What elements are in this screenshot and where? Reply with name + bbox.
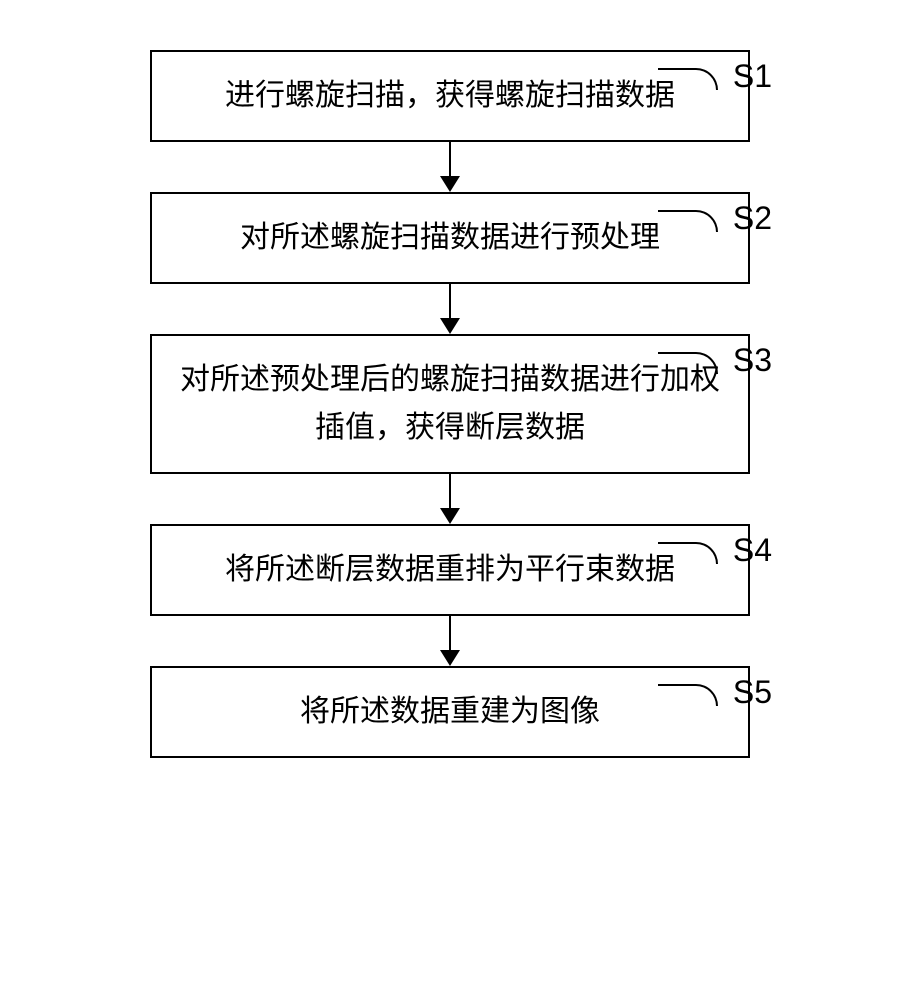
arrow-head [440,176,460,192]
step-text-s3: 对所述预处理后的螺旋扫描数据进行加权插值，获得断层数据 [176,356,724,452]
arrow-s3-s4 [440,474,460,524]
step-text-s5: 将所述数据重建为图像 [300,688,600,736]
label-connector-s2 [658,210,718,232]
step-container-s3: 对所述预处理后的螺旋扫描数据进行加权插值，获得断层数据 S3 [80,334,820,474]
label-connector-s4 [658,542,718,564]
arrow-line [449,474,451,510]
step-text-s2: 对所述螺旋扫描数据进行预处理 [240,214,660,262]
step-label-s2: S2 [733,200,772,237]
step-label-s3: S3 [733,342,772,379]
step-box-s5: 将所述数据重建为图像 [150,666,750,758]
step-text-s1: 进行螺旋扫描，获得螺旋扫描数据 [225,72,675,120]
label-connector-s5 [658,684,718,706]
arrow-line [449,284,451,320]
step-box-s2: 对所述螺旋扫描数据进行预处理 [150,192,750,284]
label-connector-s3 [658,352,718,374]
step-text-s4: 将所述断层数据重排为平行束数据 [225,546,675,594]
arrow-head [440,318,460,334]
step-box-s4: 将所述断层数据重排为平行束数据 [150,524,750,616]
step-container-s5: 将所述数据重建为图像 S5 [80,666,820,758]
step-container-s1: 进行螺旋扫描，获得螺旋扫描数据 S1 [80,50,820,142]
arrow-s1-s2 [440,142,460,192]
step-box-s1: 进行螺旋扫描，获得螺旋扫描数据 [150,50,750,142]
flowchart-container: 进行螺旋扫描，获得螺旋扫描数据 S1 对所述螺旋扫描数据进行预处理 S2 对所述… [80,50,820,758]
step-label-s5: S5 [733,674,772,711]
step-container-s2: 对所述螺旋扫描数据进行预处理 S2 [80,192,820,284]
step-label-s1: S1 [733,58,772,95]
arrow-s4-s5 [440,616,460,666]
arrow-s2-s3 [440,284,460,334]
arrow-line [449,142,451,178]
arrow-head [440,508,460,524]
arrow-line [449,616,451,652]
step-container-s4: 将所述断层数据重排为平行束数据 S4 [80,524,820,616]
label-connector-s1 [658,68,718,90]
arrow-head [440,650,460,666]
step-label-s4: S4 [733,532,772,569]
